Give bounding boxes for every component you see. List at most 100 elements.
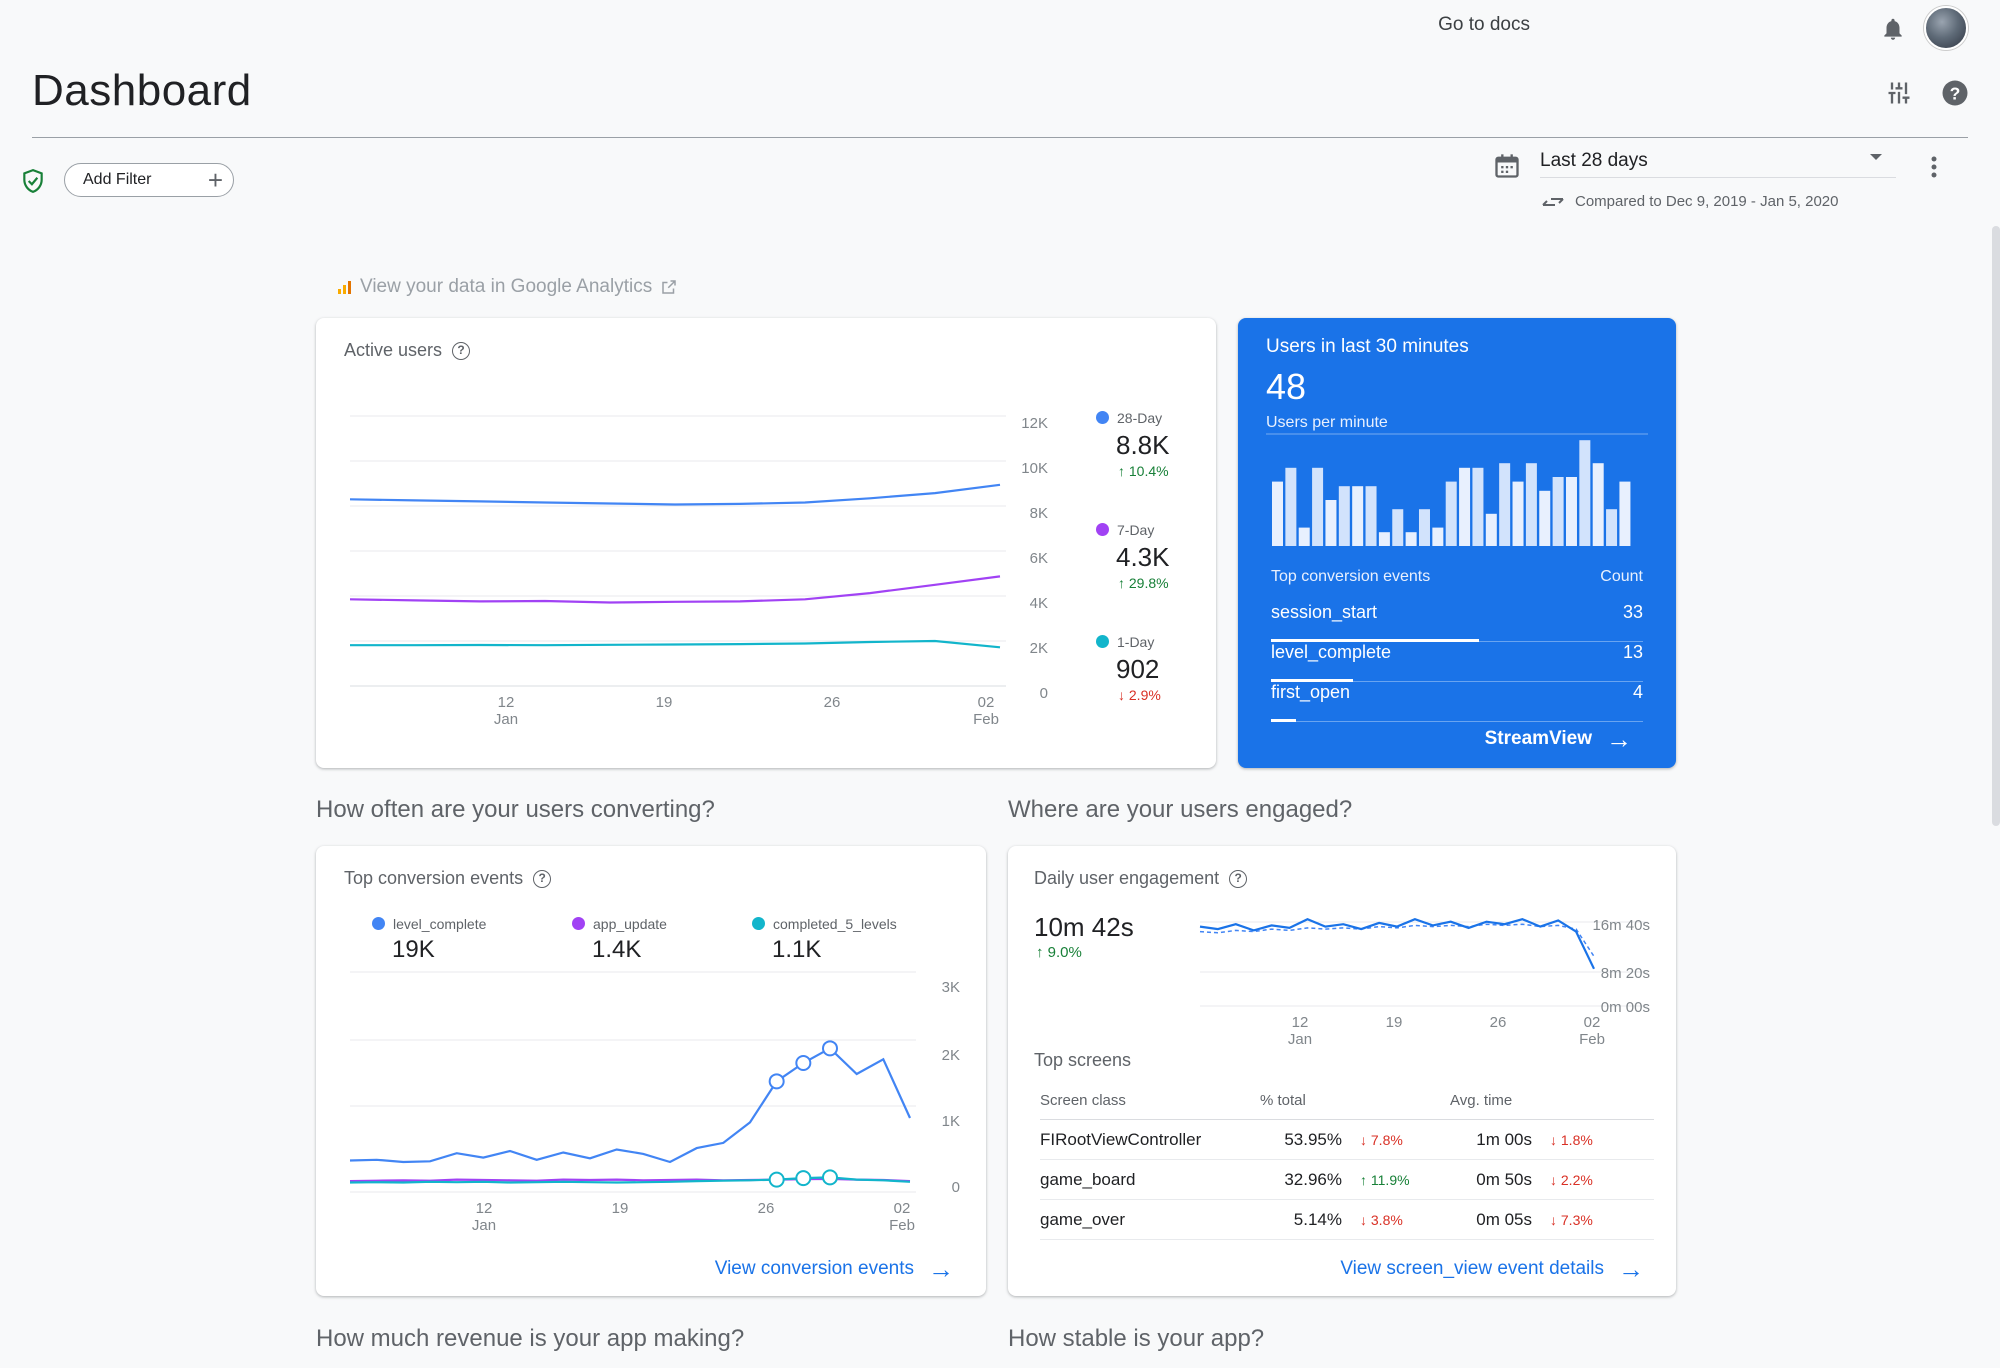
event-name: first_open — [1271, 682, 1351, 702]
users-bar — [1579, 440, 1591, 546]
event-count-bar — [1271, 719, 1297, 722]
top-screens-heading: Top screens — [1034, 1050, 1132, 1070]
time-delta: ↓ 7.3% — [1550, 1211, 1593, 1228]
users-bar — [1565, 477, 1577, 546]
y-tick-label: 4K — [1030, 595, 1048, 612]
users-bar — [1606, 509, 1618, 546]
x-tick-label: 12 — [1292, 1014, 1309, 1031]
y-tick-label: 1K — [942, 1113, 960, 1130]
users-bar — [1272, 481, 1283, 546]
anomaly-marker[interactable] — [795, 1170, 812, 1187]
google-analytics-link-label: View your data in Google Analytics — [360, 276, 653, 297]
series-line-1-Day — [350, 639, 1001, 649]
users-bar — [1592, 463, 1604, 546]
top-screens-table: Screen class % total Avg. time FIRootVie… — [1040, 1092, 1654, 1240]
screen-class-cell: game_board — [1040, 1159, 1260, 1200]
engagement-delta: ↑ 9.0% — [1036, 944, 1082, 961]
chevron-down-icon — [1870, 154, 1882, 160]
col-avg-time: Avg. time — [1450, 1092, 1654, 1120]
x-tick-month: Jan — [1288, 1031, 1312, 1046]
help-circle-icon[interactable]: ? — [533, 869, 552, 888]
y-tick-label: 0 — [1040, 685, 1048, 702]
time-value: 1m 00s — [1476, 1129, 1532, 1149]
users-bar — [1619, 481, 1631, 546]
more-options-icon[interactable] — [1922, 152, 1946, 182]
date-range-select[interactable]: Last 28 days — [1540, 148, 1896, 178]
users-bar — [1445, 481, 1457, 546]
legend-value: 1.4K — [592, 936, 642, 963]
time-value: 0m 05s — [1476, 1209, 1532, 1229]
date-range-value: Last 28 days — [1540, 150, 1648, 171]
x-tick-month: Feb — [889, 1217, 915, 1234]
legend-value: 19K — [392, 936, 435, 963]
help-circle-icon[interactable]: ? — [1229, 869, 1248, 888]
anomaly-marker[interactable] — [795, 1055, 812, 1071]
table-row[interactable]: game_over 5.14% ↓ 3.8% 0m 05s ↓ 7.3% — [1040, 1199, 1654, 1240]
analytics-bars-icon — [338, 281, 351, 294]
users-bar — [1325, 500, 1337, 546]
legend-value: 8.8K — [1116, 430, 1170, 460]
users-bar — [1459, 467, 1471, 546]
realtime-event-row[interactable]: session_start 33 — [1271, 602, 1643, 642]
legend-value: 902 — [1116, 654, 1160, 684]
user-avatar[interactable] — [1924, 6, 1968, 50]
engagement-title-row: Daily user engagement ? — [1034, 868, 1248, 889]
engagement-delta-value: 9.0% — [1047, 944, 1082, 961]
percent-value: 53.95% — [1284, 1129, 1342, 1149]
realtime-event-row[interactable]: first_open 4 — [1271, 682, 1643, 722]
realtime-count-header: Count — [1600, 568, 1643, 585]
y-tick-label: 8K — [1030, 505, 1048, 522]
view-screen-view-link[interactable]: View screen_view event details → — [1340, 1256, 1644, 1282]
view-conversion-events-link[interactable]: View conversion events → — [715, 1256, 954, 1282]
event-count-bar — [1271, 679, 1354, 682]
svg-text:?: ? — [1950, 83, 1961, 103]
conversions-card: Top conversion events ? level_complete 19… — [316, 846, 986, 1296]
legend-item: completed_5_levels 1.1K — [752, 916, 897, 964]
arrow-right-icon: → — [928, 1254, 954, 1284]
revenue-heading: How much revenue is your app making? — [316, 1325, 745, 1352]
anomaly-marker[interactable] — [768, 1073, 785, 1090]
realtime-event-row[interactable]: level_complete 13 — [1271, 642, 1643, 682]
comparison-period: Compared to Dec 9, 2019 - Jan 5, 2020 — [1575, 193, 1839, 210]
legend-dot — [1096, 523, 1109, 536]
screen-class-cell: FIRootViewController — [1040, 1119, 1260, 1160]
comparison-line — [1199, 923, 1595, 957]
x-tick-label: 02 — [894, 1200, 911, 1217]
table-row[interactable]: game_board 32.96% ↑ 11.9% 0m 50s ↓ 2.2% — [1040, 1159, 1654, 1200]
help-circle-icon[interactable]: ? — [452, 341, 471, 360]
y-tick-label: 2K — [942, 1047, 960, 1064]
google-analytics-link[interactable]: View your data in Google Analytics — [336, 276, 678, 298]
users-bar — [1352, 486, 1364, 546]
time-delta-value: 2.2% — [1560, 1171, 1593, 1188]
streamview-link[interactable]: StreamView → — [1485, 726, 1632, 752]
anomaly-marker[interactable] — [822, 1169, 838, 1186]
converting-heading: How often are your users converting? — [316, 796, 715, 823]
x-tick-month: Jan — [494, 711, 518, 728]
percent-value: 32.96% — [1284, 1169, 1342, 1189]
avg-time-cell: 0m 50s ↓ 2.2% — [1450, 1159, 1654, 1200]
users-bar — [1552, 477, 1564, 546]
users-bar — [1298, 527, 1310, 546]
notifications-bell-icon[interactable] — [1878, 14, 1908, 44]
active-users-title: Active users — [344, 340, 443, 360]
percent-total-cell: 5.14% ↓ 3.8% — [1260, 1199, 1450, 1240]
users-bar — [1472, 467, 1484, 546]
percent-delta-value: 3.8% — [1370, 1211, 1403, 1228]
customize-dashboard-icon[interactable] — [1884, 78, 1914, 108]
legend-item: 28-Day 8.8K ↑ 10.4% — [1096, 410, 1170, 479]
calendar-icon — [1492, 150, 1522, 182]
anomaly-marker[interactable] — [822, 1040, 838, 1057]
percent-total-cell: 32.96% ↑ 11.9% — [1260, 1159, 1450, 1200]
event-count: 33 — [1622, 602, 1643, 622]
percent-delta: ↑ 11.9% — [1360, 1171, 1410, 1188]
time-delta-value: 7.3% — [1560, 1211, 1593, 1228]
help-icon[interactable]: ? — [1940, 78, 1970, 108]
docs-link[interactable]: Go to docs — [1438, 14, 1530, 35]
anomaly-marker[interactable] — [768, 1171, 785, 1188]
legend-label: completed_5_levels — [773, 916, 897, 932]
legend-dot — [1096, 411, 1109, 424]
page-scrollbar[interactable] — [1992, 226, 2000, 826]
add-filter-button[interactable]: Add Filter + — [64, 163, 234, 197]
table-row[interactable]: FIRootViewController 53.95% ↓ 7.8% 1m 00s ↓ … — [1040, 1119, 1654, 1160]
